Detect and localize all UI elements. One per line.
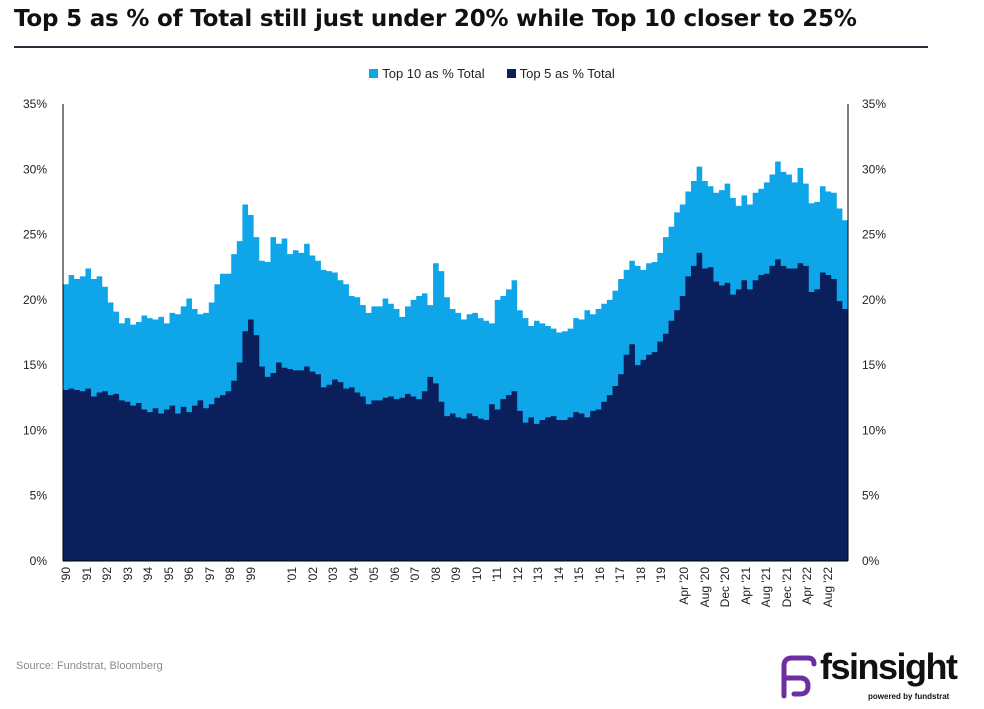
x-tick-label: Apr '21 bbox=[739, 567, 753, 605]
y-tick-label-right: 30% bbox=[862, 162, 886, 176]
x-tick-label: '03 bbox=[326, 567, 340, 583]
x-tick-label: Apr '20 bbox=[677, 567, 691, 605]
legend-label-top10: Top 10 as % Total bbox=[382, 66, 485, 81]
x-tick-label: '97 bbox=[203, 567, 217, 583]
logo-tagline: powered by fundstrat bbox=[868, 692, 950, 701]
x-tick-label: '95 bbox=[162, 567, 176, 583]
area-chart: 0% 0% 5% 5% 10% 10% 15% 15% 20% 20% 25% 25% 30% 30% 35… bbox=[23, 97, 886, 608]
source-note: Source: Fundstrat, Bloomberg bbox=[16, 660, 163, 672]
y-tick-label-left: 0% bbox=[30, 554, 48, 568]
legend-item-top10: Top 10 as % Total bbox=[369, 66, 485, 81]
chart-title: Top 5 as % of Total still just under 20%… bbox=[14, 6, 857, 32]
x-tick-label: '98 bbox=[223, 567, 237, 583]
y-tick-label-left: 10% bbox=[23, 423, 47, 437]
x-tick-label: '02 bbox=[306, 567, 320, 583]
x-tick-label: '05 bbox=[367, 567, 381, 583]
x-tick-label: Dec '20 bbox=[718, 567, 732, 608]
x-tick-label: Dec '21 bbox=[780, 567, 794, 608]
y-tick-label-left: 35% bbox=[23, 97, 47, 111]
y-tick-label-left: 15% bbox=[23, 358, 47, 372]
legend-label-top5: Top 5 as % Total bbox=[519, 66, 615, 81]
title-divider bbox=[14, 46, 928, 48]
x-tick-label: '09 bbox=[449, 567, 463, 583]
x-tick-label: '19 bbox=[654, 567, 668, 583]
y-tick-label-left: 25% bbox=[23, 228, 47, 242]
x-tick-label: '17 bbox=[613, 567, 627, 583]
y-tick-label-right: 20% bbox=[862, 293, 886, 307]
x-tick-label: '08 bbox=[429, 567, 443, 583]
y-tick-label-right: 35% bbox=[862, 97, 886, 111]
x-tick-label: '06 bbox=[388, 567, 402, 583]
x-tick-label: '04 bbox=[347, 567, 361, 583]
x-tick-label: '11 bbox=[490, 567, 504, 582]
logo-wordmark: fsinsight bbox=[820, 646, 958, 687]
fs-logo-mark-icon bbox=[781, 655, 817, 699]
x-tick-label: '99 bbox=[244, 567, 258, 583]
y-tick-label-right: 10% bbox=[862, 423, 886, 437]
legend-swatch-top10 bbox=[369, 69, 379, 78]
y-tick-label-right: 0% bbox=[862, 554, 880, 568]
x-tick-label: '94 bbox=[141, 567, 155, 583]
x-tick-label: '12 bbox=[511, 567, 525, 583]
y-tick-label-left: 30% bbox=[23, 162, 47, 176]
x-tick-label: '96 bbox=[182, 567, 196, 583]
legend-item-top5: Top 5 as % Total bbox=[506, 66, 615, 81]
series-area-top5 bbox=[63, 252, 848, 561]
x-tick-label: Aug '22 bbox=[821, 567, 835, 608]
fsinsight-logo: fsinsight powered by fundstrat bbox=[778, 646, 978, 704]
x-tick-label: '18 bbox=[634, 567, 648, 583]
y-tick-label-left: 20% bbox=[23, 293, 47, 307]
x-tick-label: '16 bbox=[593, 567, 607, 583]
x-tick-label: Apr '22 bbox=[800, 567, 814, 605]
y-tick-label-right: 5% bbox=[862, 489, 880, 503]
x-tick-label: '10 bbox=[470, 567, 484, 583]
y-tick-label-left: 5% bbox=[30, 489, 48, 503]
x-tick-label: Aug '20 bbox=[698, 567, 712, 608]
x-tick-label: '90 bbox=[59, 567, 73, 583]
legend: Top 10 as % Total Top 5 as % Total bbox=[0, 66, 984, 81]
legend-swatch-top5 bbox=[506, 69, 516, 78]
x-tick-label: '01 bbox=[285, 567, 299, 583]
y-tick-label-right: 15% bbox=[862, 358, 886, 372]
x-tick-label: Aug '21 bbox=[759, 567, 773, 608]
x-tick-label: '91 bbox=[80, 567, 94, 583]
x-tick-label: '13 bbox=[531, 567, 545, 583]
x-tick-label: '93 bbox=[121, 567, 135, 583]
x-tick-label: '92 bbox=[100, 567, 114, 583]
x-tick-label: '07 bbox=[408, 567, 422, 583]
y-tick-label-right: 25% bbox=[862, 228, 886, 242]
x-tick-label: '15 bbox=[572, 567, 586, 583]
x-tick-label: '14 bbox=[552, 567, 566, 583]
